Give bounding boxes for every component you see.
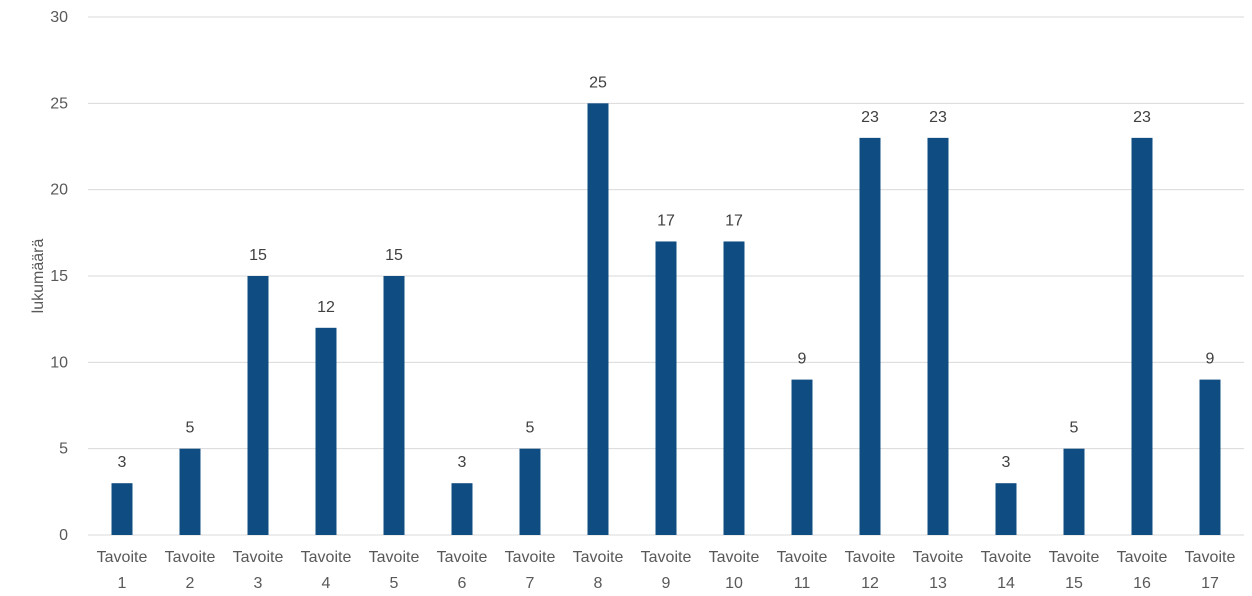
x-category-label: 9	[662, 575, 671, 592]
x-category-label: 17	[1201, 575, 1219, 592]
data-label: 23	[1133, 109, 1151, 126]
bar	[111, 483, 133, 535]
x-category-label: 4	[322, 575, 331, 592]
x-category-label: Tavoite	[709, 549, 760, 566]
x-category-label: Tavoite	[437, 549, 488, 566]
x-category-label: 15	[1065, 575, 1083, 592]
x-category-label: 12	[861, 575, 879, 592]
data-label: 12	[317, 299, 335, 316]
data-label: 15	[385, 247, 403, 264]
bar	[655, 241, 677, 535]
bars	[111, 103, 1221, 535]
x-category-label: 14	[997, 575, 1015, 592]
bar	[451, 483, 473, 535]
bar	[247, 276, 269, 535]
bar	[927, 137, 949, 535]
data-label: 17	[657, 212, 675, 229]
y-axis-title: lukumäärä	[30, 239, 47, 314]
data-label: 3	[118, 454, 127, 471]
x-category-label: Tavoite	[777, 549, 828, 566]
bar	[1199, 379, 1221, 535]
x-category-label: 16	[1133, 575, 1151, 592]
x-category-label: 5	[390, 575, 399, 592]
x-category-label: Tavoite	[97, 549, 148, 566]
x-category-label: 10	[725, 575, 743, 592]
x-category-label: 8	[594, 575, 603, 592]
x-category-label: 1	[118, 575, 127, 592]
bar	[383, 276, 405, 535]
x-category-label: 13	[929, 575, 947, 592]
y-tick-label: 0	[59, 527, 68, 544]
x-axis-labels: Tavoite 1 Tavoite 2 Tavoite 3 Tavoite 4 Tavoite 5…	[97, 549, 1236, 592]
y-tick-label: 30	[50, 9, 68, 26]
x-category-label: Tavoite	[913, 549, 964, 566]
data-label: 5	[526, 420, 535, 437]
x-category-label: Tavoite	[981, 549, 1032, 566]
data-label: 15	[249, 247, 267, 264]
x-category-label: Tavoite	[505, 549, 556, 566]
x-category-label: Tavoite	[233, 549, 284, 566]
data-label: 25	[589, 74, 607, 91]
data-labels: 3 5 15 12 15 3 5 25 17 17 9 23 23 3 5 23 9	[118, 74, 1215, 471]
x-category-label: Tavoite	[1185, 549, 1236, 566]
y-tick-label: 5	[59, 441, 68, 458]
x-category-label: Tavoite	[845, 549, 896, 566]
data-label: 23	[861, 109, 879, 126]
bar	[587, 103, 609, 535]
bar	[179, 448, 201, 535]
data-label: 3	[1002, 454, 1011, 471]
x-category-label: 11	[794, 575, 811, 592]
data-label: 23	[929, 109, 947, 126]
x-category-label: Tavoite	[165, 549, 216, 566]
x-category-label: Tavoite	[1117, 549, 1168, 566]
x-category-label: Tavoite	[301, 549, 352, 566]
x-category-label: 6	[458, 575, 467, 592]
bar	[723, 241, 745, 535]
y-tick-label: 20	[50, 182, 68, 199]
bar	[519, 448, 541, 535]
data-label: 3	[458, 454, 467, 471]
data-label: 9	[798, 351, 807, 368]
bar	[315, 327, 337, 535]
y-axis-ticks: 0 5 10 15 20 25 30	[50, 9, 68, 544]
data-label: 9	[1206, 351, 1215, 368]
x-category-label: 2	[186, 575, 195, 592]
bar	[791, 379, 813, 535]
x-category-label: 7	[526, 575, 535, 592]
bar	[1131, 137, 1153, 535]
bar	[1063, 448, 1085, 535]
data-label: 17	[725, 212, 743, 229]
data-label: 5	[1070, 420, 1079, 437]
y-tick-label: 25	[50, 95, 68, 112]
x-category-label: 3	[254, 575, 263, 592]
data-label: 5	[186, 420, 195, 437]
x-category-label: Tavoite	[641, 549, 692, 566]
x-category-label: Tavoite	[369, 549, 420, 566]
bar	[859, 137, 881, 535]
y-tick-label: 15	[50, 268, 68, 285]
x-category-label: Tavoite	[573, 549, 624, 566]
bar	[995, 483, 1017, 535]
y-tick-label: 10	[50, 354, 68, 371]
x-category-label: Tavoite	[1049, 549, 1100, 566]
